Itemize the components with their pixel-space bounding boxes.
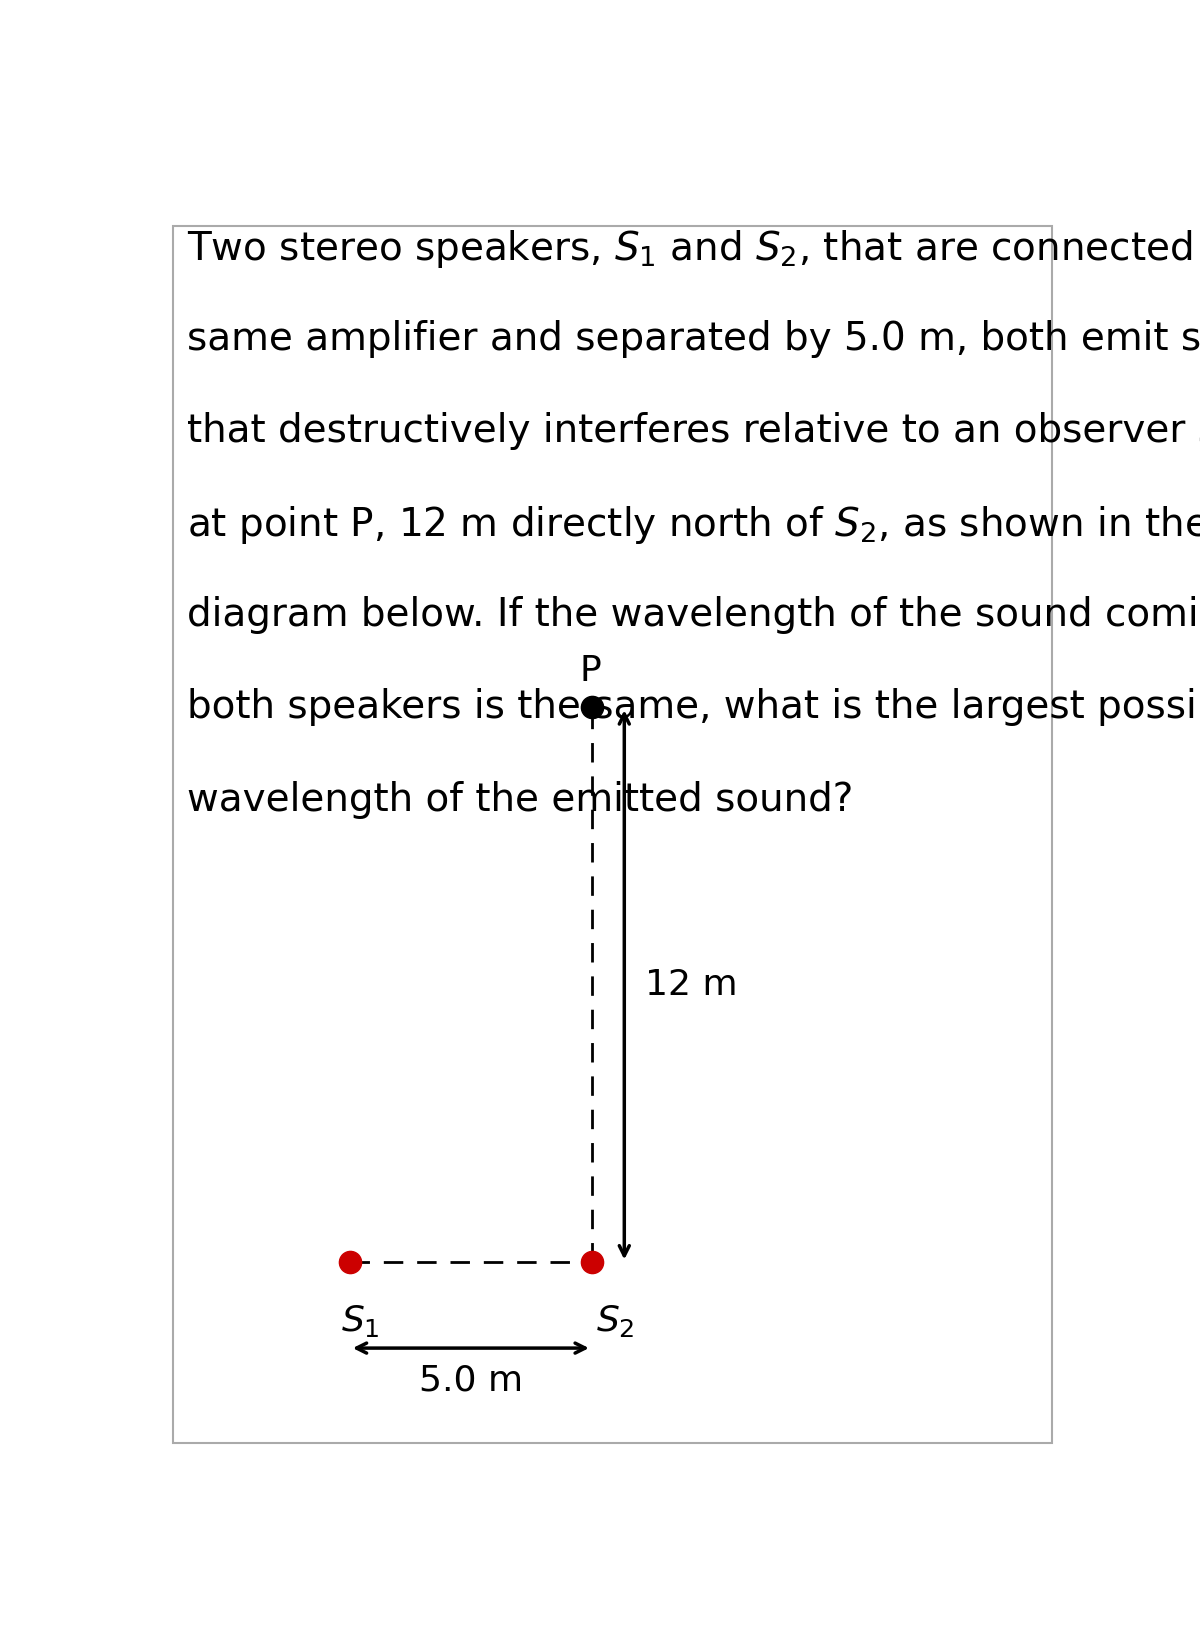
Text: Two stereo speakers, $S_1$ and $S_2$, that are connected to the: Two stereo speakers, $S_1$ and $S_2$, th… <box>187 228 1200 270</box>
Text: 12 m: 12 m <box>644 968 737 1002</box>
Text: $S_1$: $S_1$ <box>341 1302 379 1338</box>
Text: diagram below. If the wavelength of the sound coming from: diagram below. If the wavelength of the … <box>187 596 1200 634</box>
FancyBboxPatch shape <box>173 226 1052 1443</box>
Text: P: P <box>580 655 601 688</box>
Text: same amplifier and separated by 5.0 m, both emit sound: same amplifier and separated by 5.0 m, b… <box>187 319 1200 359</box>
Text: 5.0 m: 5.0 m <box>419 1363 523 1397</box>
Text: $S_2$: $S_2$ <box>596 1302 635 1338</box>
Text: that destructively interferes relative to an observer standing: that destructively interferes relative t… <box>187 413 1200 450</box>
Text: both speakers is the same, what is the largest possible: both speakers is the same, what is the l… <box>187 688 1200 726</box>
Text: wavelength of the emitted sound?: wavelength of the emitted sound? <box>187 781 853 819</box>
Text: at point P, 12 m directly north of $S_2$, as shown in the: at point P, 12 m directly north of $S_2$… <box>187 505 1200 547</box>
